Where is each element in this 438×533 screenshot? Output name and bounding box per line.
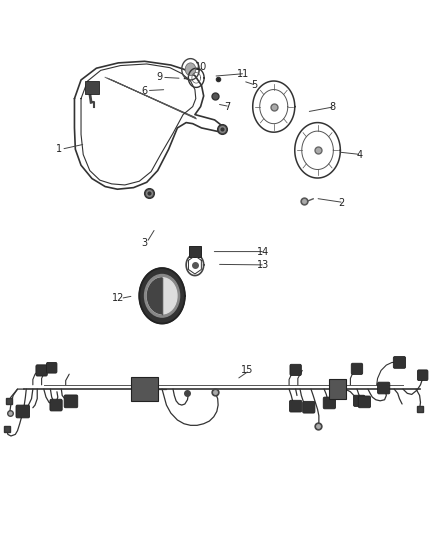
Text: 11: 11 bbox=[237, 69, 249, 78]
Text: 4: 4 bbox=[356, 150, 362, 159]
FancyBboxPatch shape bbox=[64, 395, 78, 408]
FancyBboxPatch shape bbox=[417, 370, 428, 381]
Text: 8: 8 bbox=[330, 102, 336, 111]
FancyBboxPatch shape bbox=[36, 365, 47, 376]
FancyBboxPatch shape bbox=[378, 382, 390, 394]
Text: 12: 12 bbox=[112, 294, 124, 303]
FancyBboxPatch shape bbox=[290, 365, 301, 375]
Text: 9: 9 bbox=[157, 72, 163, 82]
Text: 13: 13 bbox=[257, 260, 269, 270]
Circle shape bbox=[186, 63, 195, 75]
Text: 14: 14 bbox=[257, 247, 269, 256]
FancyBboxPatch shape bbox=[303, 401, 315, 413]
FancyBboxPatch shape bbox=[46, 362, 57, 373]
Text: 3: 3 bbox=[141, 238, 148, 247]
Text: 2: 2 bbox=[339, 198, 345, 207]
FancyBboxPatch shape bbox=[351, 364, 363, 374]
FancyBboxPatch shape bbox=[323, 397, 336, 409]
FancyBboxPatch shape bbox=[393, 357, 406, 368]
Circle shape bbox=[147, 278, 177, 314]
Text: 10: 10 bbox=[195, 62, 208, 71]
FancyBboxPatch shape bbox=[358, 396, 371, 408]
Text: 5: 5 bbox=[251, 80, 257, 90]
Circle shape bbox=[145, 274, 180, 317]
FancyBboxPatch shape bbox=[329, 379, 346, 399]
FancyBboxPatch shape bbox=[189, 246, 201, 257]
FancyBboxPatch shape bbox=[16, 405, 29, 418]
Text: 1: 1 bbox=[56, 144, 62, 154]
Circle shape bbox=[139, 268, 185, 324]
Text: 6: 6 bbox=[141, 86, 148, 95]
FancyBboxPatch shape bbox=[50, 399, 62, 411]
Text: 7: 7 bbox=[225, 102, 231, 111]
Text: 15: 15 bbox=[241, 366, 254, 375]
FancyBboxPatch shape bbox=[85, 81, 99, 94]
FancyBboxPatch shape bbox=[131, 377, 158, 401]
FancyBboxPatch shape bbox=[290, 400, 302, 412]
Wedge shape bbox=[147, 278, 162, 314]
FancyBboxPatch shape bbox=[353, 395, 365, 406]
